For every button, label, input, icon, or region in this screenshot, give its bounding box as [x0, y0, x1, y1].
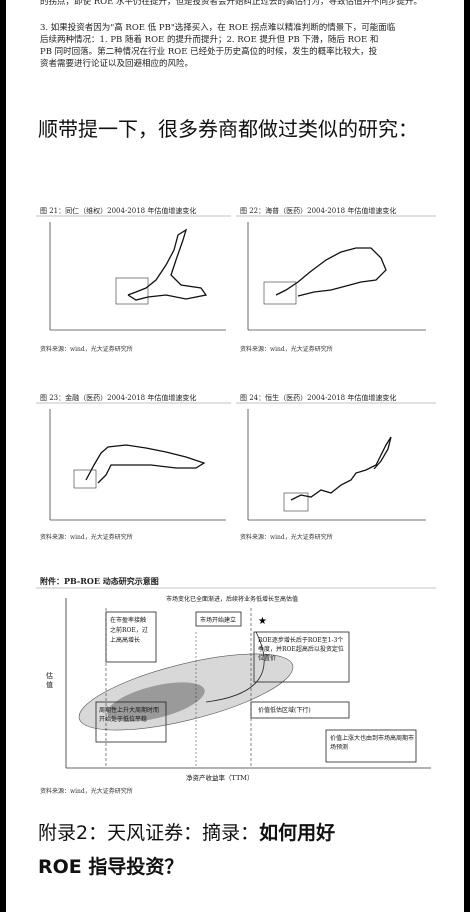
big-figure-y-axis: 估值	[46, 672, 53, 689]
paragraph-3-line4: 资者需要进行论证以及回避相应的风险。	[40, 59, 194, 69]
big-figure-box1: 在市盈率接触 之前ROE，过 上高高增长	[110, 616, 148, 646]
figure-row-1-svg	[36, 215, 436, 331]
section-heading-1: 顺带提一下，很多券商都做过类似的研究：	[38, 117, 418, 141]
paragraph-line0: 的拐点，即使 ROE 水平仍在提升，但是投资者会开始纠正过去的高估行为，导致估值…	[40, 0, 422, 7]
figure-24-source: 资料来源：wind，光大证券研究所	[240, 534, 333, 541]
paragraph-3-line2: 后续两种情况：1. PB 随着 ROE 的提升而提升；2. ROE 提升但 PB…	[40, 35, 379, 45]
heading2-prefix: 附录2：天风证券：摘录：	[38, 822, 260, 844]
big-figure: 附件：PB-ROE 动态研究示意图 ★ 市场变化已全面渐进，后续将业务低增长至高…	[36, 572, 436, 800]
big-figure-x-axis: 净资产收益率（TTM）	[186, 774, 254, 782]
document-text-top: 的拐点，即使 ROE 水平仍在提升，但是投资者会开始纠正过去的高估行为，导致估值…	[40, 0, 430, 79]
left-border	[0, 0, 6, 912]
right-border	[464, 0, 470, 912]
box1-line3: 上高高增长	[110, 637, 141, 644]
big-figure-box-bottom: 周期性上升大周期时而开始处于低位平稳	[99, 707, 160, 723]
figure-24-caption: 图 24：恒生（医药）2004-2018 年估值增速变化	[240, 394, 397, 402]
figure-row-1: 图 21：同仁（维权）2004-2018 年估值增速变化 图 22：海普（医药）…	[36, 200, 436, 375]
box1-line1: 在市盈率接触	[110, 617, 147, 624]
paragraph-3-line3: PB 同时回落。第二种情况在行业 ROE 已经处于历史高位的时候，发生的概率比较…	[40, 47, 378, 57]
figure-22-source: 资料来源：wind，光大证券研究所	[240, 346, 333, 353]
paragraph-3-line1: 3. 如果投资者因为"高 ROE 低 PB"选择买入，在 ROE 拐点难以精准判…	[40, 23, 396, 33]
heading2-bold: 如何用好	[259, 822, 336, 844]
big-figure-top-note: 市场变化已全面渐进，后续将业务低增长至高估值	[166, 596, 299, 603]
big-figure-label-mid: 价值低估区域(下行)	[258, 707, 311, 714]
big-figure-right-bottom-box: 价值上涨大也由到市场高周期市场预测	[330, 735, 415, 751]
big-figure-svg: ★	[36, 587, 436, 769]
big-figure-source: 资料来源：wind，光大证券研究所	[40, 788, 133, 795]
figure-21-caption: 图 21：同仁（维权）2004-2018 年估值增速变化	[40, 207, 197, 215]
figure-22-caption: 图 22：海普（医药）2004-2018 年估值增速变化	[240, 207, 397, 215]
big-figure-caption: 附件：PB-ROE 动态研究示意图	[40, 576, 159, 586]
heading2-line2: ROE 指导投资？	[38, 856, 184, 878]
box1-line2: 之前ROE，过	[110, 627, 148, 634]
figure-23-source: 资料来源：wind，光大证券研究所	[40, 534, 133, 541]
figure-21-source: 资料来源：wind，光大证券研究所	[40, 346, 133, 353]
figure-23-caption: 图 23：金融（医药）2004-2018 年估值增速变化	[40, 394, 197, 402]
figure-row-2-svg	[36, 402, 436, 521]
section-heading-2: 附录2：天风证券：摘录：如何用好 ROE 指导投资？	[38, 816, 438, 884]
big-figure-label-center: 市场开始建立	[200, 617, 237, 624]
svg-text:★: ★	[258, 616, 267, 627]
big-figure-box-right: ROE逐步增长后于ROE至1-3个季度，并ROE超高后以投资定位位置价	[258, 637, 344, 662]
figure-row-2: 图 23：金融（医药）2004-2018 年估值增速变化 图 24：恒生（医药）…	[36, 385, 436, 555]
paragraph-3: 3. 如果投资者因为"高 ROE 低 PB"选择买入，在 ROE 拐点难以精准判…	[40, 22, 430, 70]
